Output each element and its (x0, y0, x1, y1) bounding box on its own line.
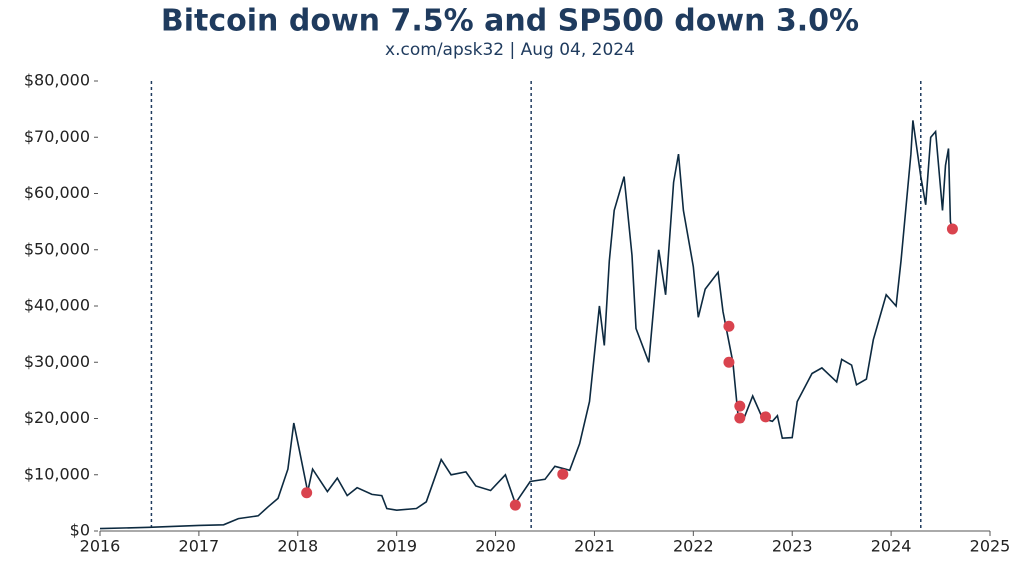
y-tick-label: $80,000 (24, 71, 90, 90)
chart-subtitle: x.com/apsk32 | Aug 04, 2024 (385, 40, 635, 60)
x-tick-label: 2025 (970, 537, 1011, 556)
x-tick-label: 2017 (179, 537, 220, 556)
y-tick-label: $30,000 (24, 352, 90, 371)
x-tick-label: 2024 (871, 537, 912, 556)
y-tick-label: $60,000 (24, 183, 90, 202)
event-point (557, 468, 569, 480)
y-tick-label: $70,000 (24, 127, 90, 146)
y-tick-label: $0 (70, 521, 90, 540)
event-point (723, 320, 735, 332)
event-point (734, 412, 746, 424)
y-tick-label: $20,000 (24, 408, 90, 427)
price-line (99, 120, 954, 530)
y-tick-label: $40,000 (24, 296, 90, 315)
x-tick-label: 2016 (80, 537, 121, 556)
x-tick-label: 2020 (475, 537, 516, 556)
y-tick-label: $50,000 (24, 239, 90, 258)
chart-title: Bitcoin down 7.5% and SP500 down 3.0% (161, 4, 859, 39)
y-tick-label: $10,000 (24, 464, 90, 483)
event-point (760, 411, 772, 423)
event-point (723, 356, 735, 368)
event-point (301, 487, 313, 499)
x-tick-label: 2021 (574, 537, 615, 556)
x-tick-label: 2022 (673, 537, 714, 556)
x-tick-label: 2018 (277, 537, 318, 556)
event-point (946, 223, 958, 235)
event-point (734, 400, 746, 412)
x-tick-label: 2019 (376, 537, 417, 556)
x-tick-label: 2023 (772, 537, 813, 556)
event-point (509, 499, 521, 511)
